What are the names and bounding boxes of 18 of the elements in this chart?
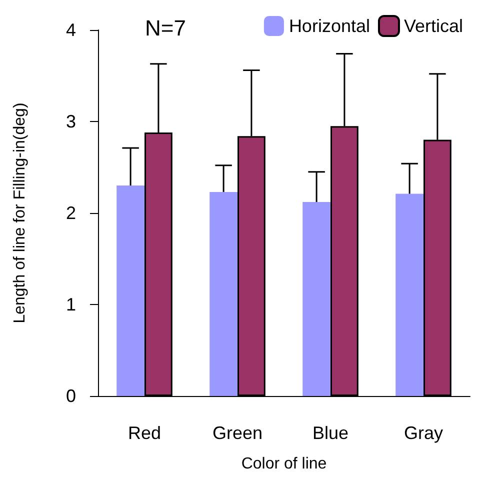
x-tick-label: Green xyxy=(212,423,263,443)
bar xyxy=(210,192,238,396)
x-axis-title: Color of line xyxy=(241,456,327,472)
y-tick-label: 3 xyxy=(66,112,76,132)
y-tick-label: 1 xyxy=(66,294,76,314)
x-tick-label: Red xyxy=(128,423,162,443)
y-tick-label: 0 xyxy=(66,386,76,406)
y-tick-label: 2 xyxy=(66,203,76,223)
bar xyxy=(116,186,144,396)
chart-title: N=7 xyxy=(145,16,186,40)
x-tick-label: Gray xyxy=(404,423,444,443)
y-tick-label: 4 xyxy=(66,20,76,40)
bar xyxy=(302,202,330,396)
legend-label: Vertical xyxy=(404,16,464,36)
legend-label: Horizontal xyxy=(288,16,370,36)
y-axis-title: Length of line for Filling-in(deg) xyxy=(12,102,28,324)
bar xyxy=(396,194,424,396)
x-tick-label: Blue xyxy=(312,423,349,443)
